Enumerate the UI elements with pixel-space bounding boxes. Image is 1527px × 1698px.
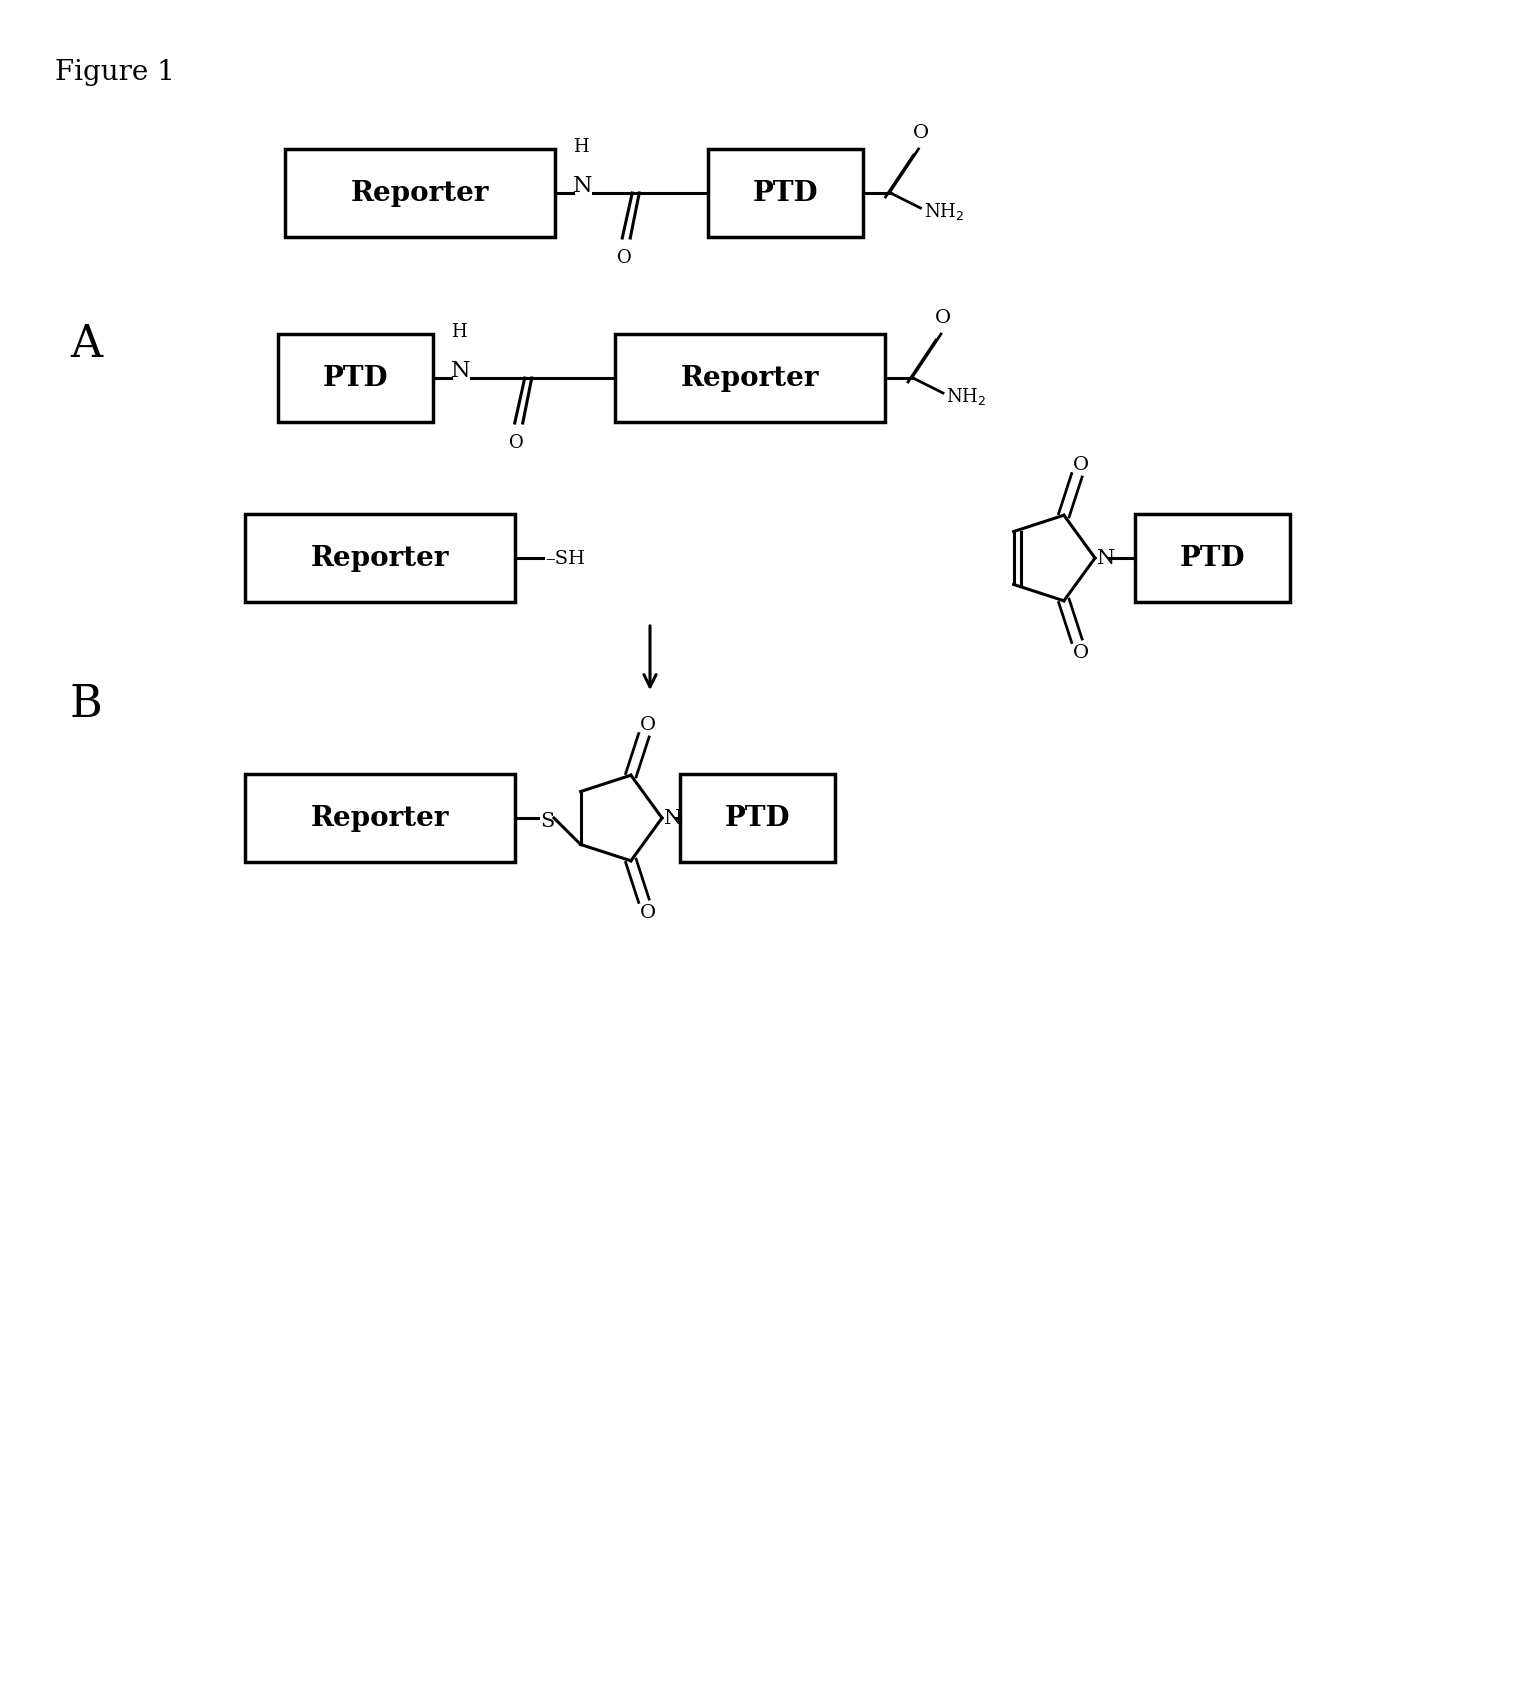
FancyBboxPatch shape: [244, 774, 515, 863]
Text: N: N: [1096, 548, 1115, 569]
FancyBboxPatch shape: [1135, 514, 1290, 603]
Text: O: O: [640, 715, 655, 734]
Text: Reporter: Reporter: [312, 805, 449, 832]
Text: O: O: [640, 903, 655, 922]
FancyBboxPatch shape: [286, 149, 554, 238]
FancyBboxPatch shape: [680, 774, 835, 863]
Text: O: O: [913, 124, 928, 143]
FancyBboxPatch shape: [707, 149, 863, 238]
FancyBboxPatch shape: [615, 335, 886, 423]
Text: O: O: [617, 250, 632, 267]
Text: S: S: [541, 812, 554, 830]
Text: PTD: PTD: [753, 180, 818, 207]
Text: PTD: PTD: [322, 365, 388, 392]
Text: B: B: [70, 683, 102, 725]
Text: Reporter: Reporter: [351, 180, 489, 207]
FancyBboxPatch shape: [278, 335, 432, 423]
Text: O: O: [510, 433, 524, 452]
Text: Reporter: Reporter: [681, 365, 820, 392]
Text: Figure 1: Figure 1: [55, 59, 176, 87]
Text: O: O: [935, 309, 951, 326]
Text: Reporter: Reporter: [312, 545, 449, 572]
Text: PTD: PTD: [725, 805, 791, 832]
FancyBboxPatch shape: [244, 514, 515, 603]
Text: A: A: [70, 323, 102, 365]
Text: H: H: [450, 323, 466, 341]
Text: N: N: [450, 360, 470, 382]
Text: O: O: [1072, 455, 1089, 474]
Text: NH$_2$: NH$_2$: [924, 202, 964, 222]
Text: O: O: [1072, 644, 1089, 662]
Text: N: N: [573, 175, 592, 197]
Text: NH$_2$: NH$_2$: [947, 385, 986, 408]
Text: H: H: [573, 138, 589, 156]
Text: PTD: PTD: [1180, 545, 1245, 572]
Text: N: N: [664, 808, 683, 829]
Text: –SH: –SH: [545, 550, 585, 567]
